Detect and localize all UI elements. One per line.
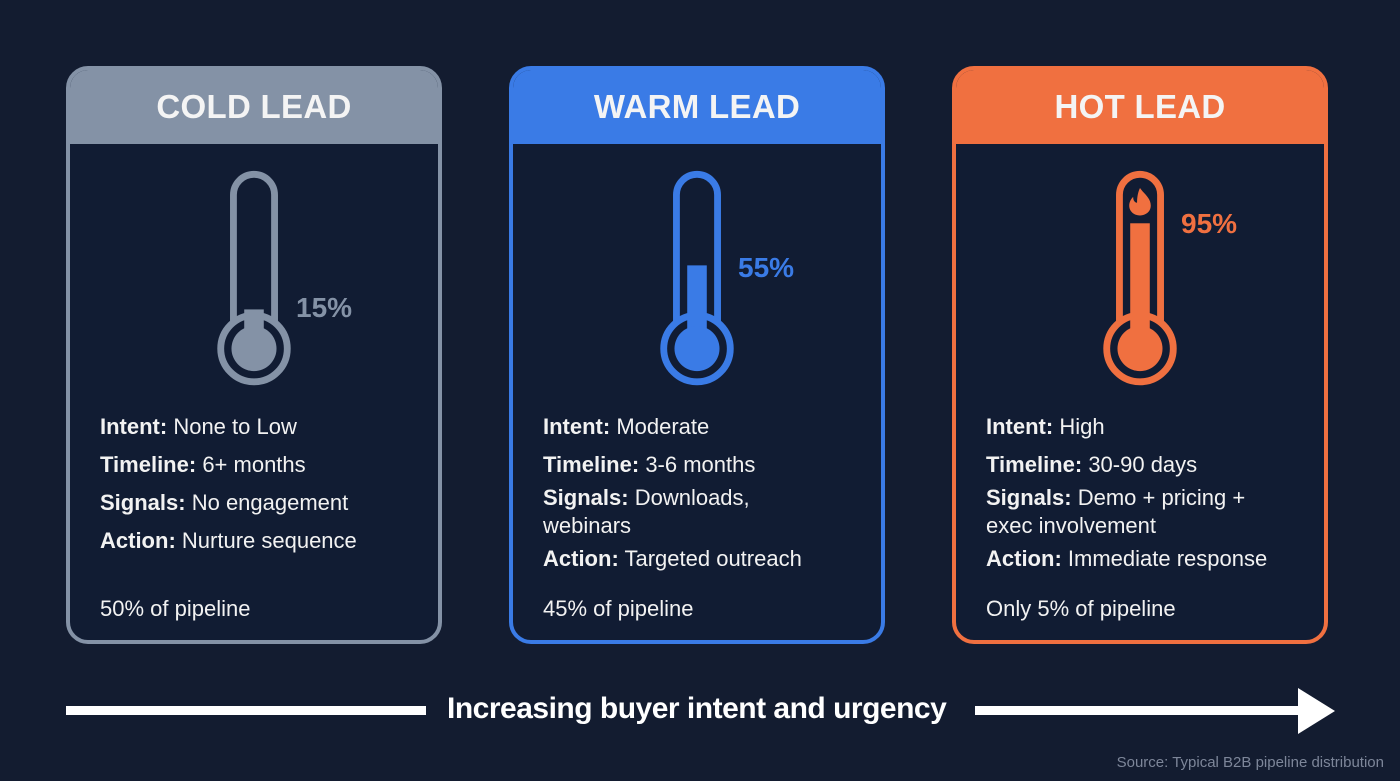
timeline-row: Timeline: 30-90 days [986, 452, 1198, 477]
lead-details: Intent: High Timeline: 30-90 days Signal… [986, 408, 1267, 578]
source-note: Source: Typical B2B pipeline distributio… [1116, 754, 1384, 771]
thermometer-flame-icon [1103, 170, 1177, 386]
intent-row: Intent: High [986, 414, 1105, 439]
lead-details: Intent: None to Low Timeline: 6+ months … [100, 408, 357, 560]
pipeline-share: Only 5% of pipeline [986, 596, 1176, 621]
signals-row: Signals: Downloads, webinars [543, 485, 750, 538]
action-row: Action: Immediate response [986, 546, 1268, 571]
card-header: HOT LEAD [956, 70, 1324, 144]
lead-details: Intent: Moderate Timeline: 3-6 months Si… [543, 408, 802, 578]
card-header: WARM LEAD [513, 70, 881, 144]
arrow-line-right [975, 706, 1301, 715]
temperature-percent: 55% [738, 252, 795, 283]
intent-row: Intent: None to Low [100, 414, 297, 439]
arrow-line-left [66, 706, 426, 715]
action-row: Action: Nurture sequence [100, 528, 357, 553]
intent-row: Intent: Moderate [543, 414, 710, 439]
action-row: Action: Targeted outreach [543, 546, 802, 571]
arrow-label: Increasing buyer intent and urgency [447, 692, 947, 725]
cold-lead-card: COLD LEAD 15% Intent: None to Low Timeli… [66, 66, 442, 644]
flame-icon [1129, 188, 1151, 216]
pipeline-share: 45% of pipeline [543, 596, 694, 621]
pipeline-share: 50% of pipeline [100, 596, 251, 621]
signals-row: Signals: Demo + pricing + exec involvemen… [986, 485, 1246, 538]
thermometer-icon [660, 170, 734, 386]
card-title: WARM LEAD [593, 88, 801, 125]
timeline-row: Timeline: 6+ months [100, 452, 306, 477]
temperature-percent: 95% [1181, 208, 1238, 239]
hot-lead-card: HOT LEAD 95% Intent: High Timeline: 30-9… [952, 66, 1328, 644]
card-title: HOT LEAD [1054, 88, 1226, 125]
thermometer-icon [217, 170, 291, 386]
temperature-percent: 15% [296, 292, 353, 323]
timeline-row: Timeline: 3-6 months [543, 452, 756, 477]
card-header: COLD LEAD [70, 70, 438, 144]
warm-lead-card: WARM LEAD 55% Intent: Moderate Timeline:… [509, 66, 885, 644]
signals-row: Signals: No engagement [100, 490, 349, 515]
card-title: COLD LEAD [156, 88, 352, 125]
arrow-right-icon [1298, 688, 1335, 734]
